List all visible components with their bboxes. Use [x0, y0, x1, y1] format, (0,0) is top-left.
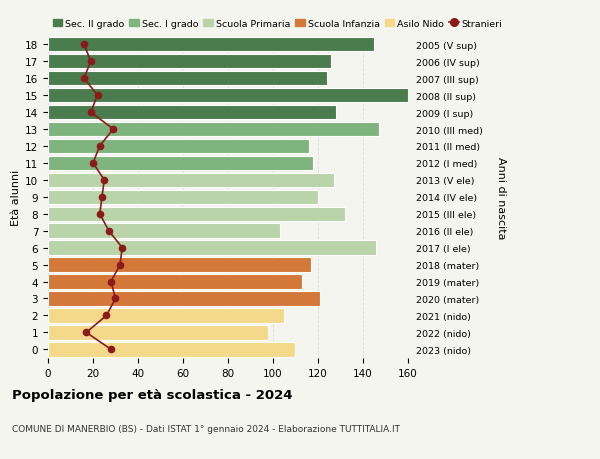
Y-axis label: Anni di nascita: Anni di nascita — [496, 156, 506, 239]
Bar — [48, 241, 377, 255]
Bar — [48, 308, 284, 323]
Text: Popolazione per età scolastica - 2024: Popolazione per età scolastica - 2024 — [12, 388, 293, 401]
Bar — [48, 342, 295, 357]
Bar — [48, 72, 327, 86]
Bar — [48, 55, 331, 69]
Bar — [48, 38, 374, 52]
Bar — [48, 224, 280, 238]
Y-axis label: Età alunni: Età alunni — [11, 169, 21, 225]
Bar — [48, 140, 309, 154]
Bar — [48, 190, 318, 205]
Bar — [48, 106, 336, 120]
Bar — [48, 325, 268, 340]
Bar — [48, 207, 345, 221]
Bar — [48, 89, 408, 103]
Text: COMUNE DI MANERBIO (BS) - Dati ISTAT 1° gennaio 2024 - Elaborazione TUTTITALIA.I: COMUNE DI MANERBIO (BS) - Dati ISTAT 1° … — [12, 425, 400, 434]
Bar — [48, 291, 320, 306]
Bar — [48, 275, 302, 289]
Bar — [48, 123, 379, 137]
Bar — [48, 157, 313, 171]
Bar — [48, 258, 311, 272]
Legend: Sec. II grado, Sec. I grado, Scuola Primaria, Scuola Infanzia, Asilo Nido, Stran: Sec. II grado, Sec. I grado, Scuola Prim… — [53, 20, 503, 29]
Bar — [48, 173, 334, 188]
